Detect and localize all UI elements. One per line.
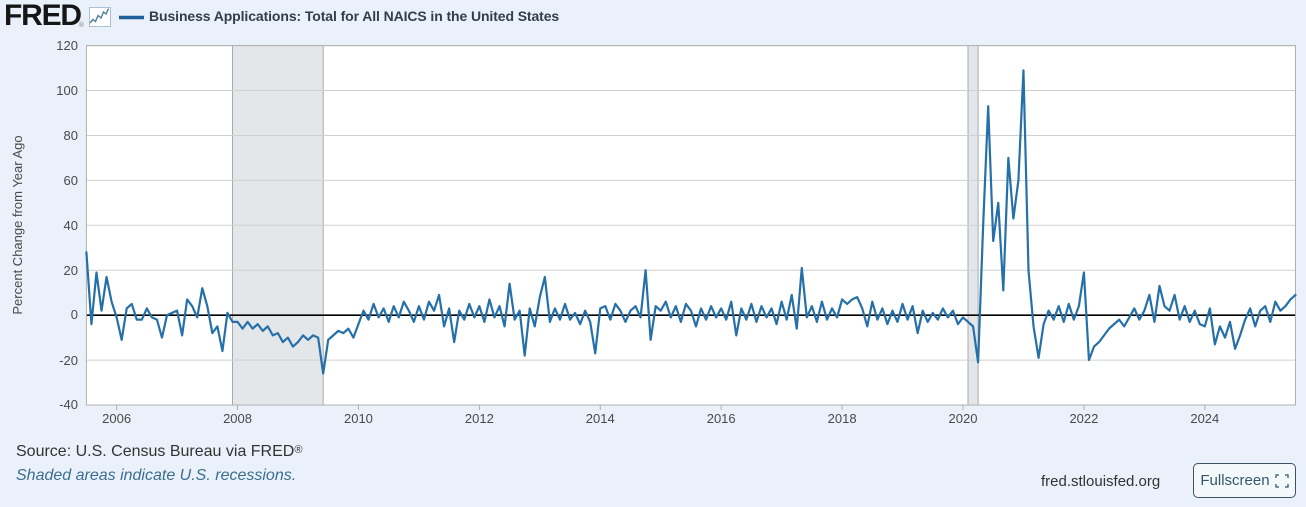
- svg-text:80: 80: [64, 128, 78, 143]
- svg-text:2022: 2022: [1069, 411, 1098, 426]
- svg-text:Percent Change from Year Ago: Percent Change from Year Ago: [10, 135, 25, 314]
- svg-text:2020: 2020: [949, 411, 978, 426]
- svg-text:40: 40: [64, 218, 78, 233]
- svg-text:2014: 2014: [586, 411, 615, 426]
- svg-text:2016: 2016: [707, 411, 736, 426]
- svg-text:60: 60: [64, 173, 78, 188]
- svg-text:-20: -20: [59, 353, 78, 368]
- svg-text:2006: 2006: [102, 411, 131, 426]
- svg-text:-40: -40: [59, 397, 78, 412]
- svg-text:2018: 2018: [828, 411, 857, 426]
- svg-text:2024: 2024: [1190, 411, 1219, 426]
- svg-text:2010: 2010: [344, 411, 373, 426]
- svg-text:0: 0: [71, 307, 78, 322]
- svg-text:100: 100: [56, 83, 78, 98]
- svg-text:20: 20: [64, 263, 78, 278]
- svg-text:2012: 2012: [465, 411, 494, 426]
- svg-text:2008: 2008: [223, 411, 252, 426]
- svg-text:120: 120: [56, 38, 78, 53]
